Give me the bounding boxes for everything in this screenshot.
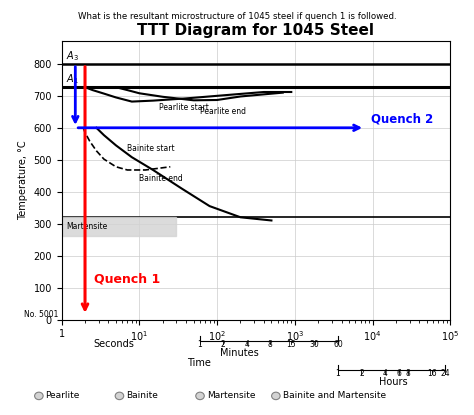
- Text: Quench 1: Quench 1: [94, 273, 160, 286]
- Text: No. 5001: No. 5001: [24, 310, 58, 320]
- Title: TTT Diagram for 1045 Steel: TTT Diagram for 1045 Steel: [137, 22, 374, 37]
- Text: 2: 2: [359, 369, 364, 378]
- Text: $A_1$: $A_1$: [66, 73, 79, 86]
- Text: 4: 4: [383, 369, 387, 378]
- Text: 2: 2: [221, 340, 226, 349]
- Polygon shape: [62, 217, 176, 237]
- Text: What is the resultant microstructure of 1045 steel if quench 1 is followed.: What is the resultant microstructure of …: [78, 12, 396, 22]
- Text: Bainite: Bainite: [126, 391, 158, 400]
- Text: Quench 2: Quench 2: [371, 112, 433, 125]
- Text: Time: Time: [187, 358, 211, 368]
- Text: 1: 1: [336, 369, 340, 378]
- Text: Bainite start: Bainite start: [128, 144, 175, 153]
- Text: 15: 15: [286, 340, 296, 349]
- Text: Pearlite start: Pearlite start: [159, 103, 209, 112]
- Text: 6: 6: [396, 369, 401, 378]
- Text: Martensite: Martensite: [207, 391, 255, 400]
- Text: Bainite and Martensite: Bainite and Martensite: [283, 391, 386, 400]
- Text: Martensite: Martensite: [66, 222, 108, 231]
- Text: 24: 24: [440, 369, 450, 378]
- Text: Minutes: Minutes: [220, 348, 259, 358]
- Text: 30: 30: [310, 340, 319, 349]
- Text: Hours: Hours: [379, 377, 408, 387]
- Text: 60: 60: [333, 340, 343, 349]
- Text: 4: 4: [244, 340, 249, 349]
- Text: Pearlite end: Pearlite end: [200, 107, 246, 116]
- Text: Seconds: Seconds: [93, 339, 134, 349]
- Text: Bainite end: Bainite end: [139, 174, 183, 183]
- Text: 8: 8: [406, 369, 410, 378]
- Text: Pearlite: Pearlite: [46, 391, 80, 400]
- Text: 8: 8: [268, 340, 273, 349]
- Text: 1: 1: [198, 340, 202, 349]
- Text: 16: 16: [427, 369, 437, 378]
- Text: $A_3$: $A_3$: [66, 49, 79, 63]
- Y-axis label: Temperature, °C: Temperature, °C: [18, 141, 28, 220]
